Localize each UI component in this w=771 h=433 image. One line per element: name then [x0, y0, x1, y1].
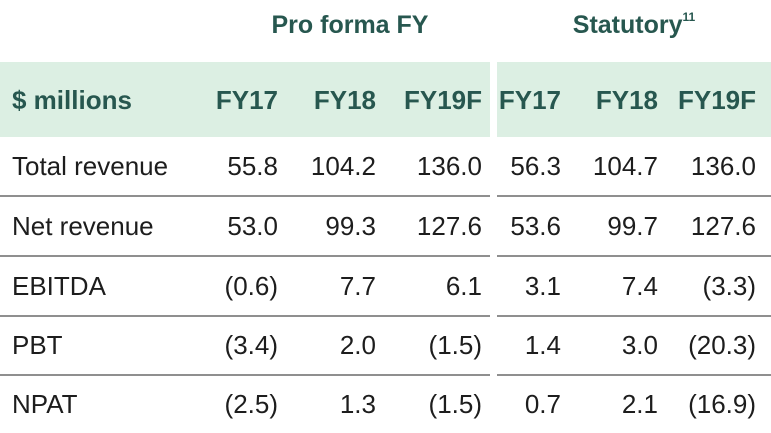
value-cell: 127.6: [690, 211, 756, 241]
row-divider: [0, 255, 771, 257]
row-label: NPAT: [12, 389, 78, 419]
header-col-fy19f-statutory: FY19F: [677, 85, 756, 115]
value-cell: (3.4): [224, 330, 278, 360]
row-label: EBITDA: [12, 271, 106, 301]
value-cell: (16.9): [688, 389, 756, 419]
value-cell: 55.8: [227, 151, 278, 181]
row-label: Net revenue: [12, 211, 154, 241]
value-cell: 99.3: [325, 211, 376, 241]
row-label: PBT: [12, 330, 63, 360]
group-header-pro-forma: Pro forma FY: [271, 11, 429, 39]
header-col-fy18-proforma: FY18: [313, 85, 376, 115]
header-band-pro-forma: [0, 62, 490, 137]
header-col-fy19f-proforma: FY19F: [403, 85, 482, 115]
row-divider: [0, 195, 771, 197]
row-label: Total revenue: [12, 151, 169, 181]
value-cell: 6.1: [445, 271, 482, 301]
value-cell: 56.3: [510, 151, 561, 181]
value-cell: 7.4: [621, 271, 658, 301]
value-cell: 136.0: [416, 151, 482, 181]
statutory-footnote-marker: 11: [682, 10, 696, 24]
value-cell: 3.1: [524, 271, 561, 301]
value-cell: 1.3: [339, 389, 376, 419]
header-col-fy17-statutory: FY17: [498, 85, 561, 115]
value-cell: 99.7: [607, 211, 658, 241]
value-cell: 104.2: [310, 151, 376, 181]
value-cell: 127.6: [416, 211, 482, 241]
value-cell: 0.7: [524, 389, 561, 419]
value-cell: (2.5): [224, 389, 278, 419]
value-cell: (3.3): [702, 271, 756, 301]
value-cell: 136.0: [690, 151, 756, 181]
header-col-fy17-proforma: FY17: [215, 85, 278, 115]
value-cell: (1.5): [428, 330, 482, 360]
value-cell: 104.7: [592, 151, 658, 181]
row-divider: [0, 315, 771, 317]
value-cell: (20.3): [688, 330, 756, 360]
statutory-label: Statutory: [572, 11, 683, 39]
value-cell: 2.1: [621, 389, 658, 419]
value-cell: 1.4: [524, 330, 561, 360]
value-cell: 3.0: [621, 330, 658, 360]
value-cell: 53.0: [227, 211, 278, 241]
header-col-fy18-statutory: FY18: [595, 85, 658, 115]
value-cell: (0.6): [224, 271, 278, 301]
value-cell: 2.0: [339, 330, 376, 360]
row-divider: [0, 374, 771, 376]
header-label: $ millions: [12, 85, 132, 115]
column-group-gutter: [490, 62, 497, 433]
value-cell: 7.7: [339, 271, 376, 301]
header-band-statutory: [497, 62, 771, 137]
value-cell: (1.5): [428, 389, 482, 419]
group-header-statutory: Statutory11: [497, 8, 771, 42]
value-cell: 53.6: [510, 211, 561, 241]
